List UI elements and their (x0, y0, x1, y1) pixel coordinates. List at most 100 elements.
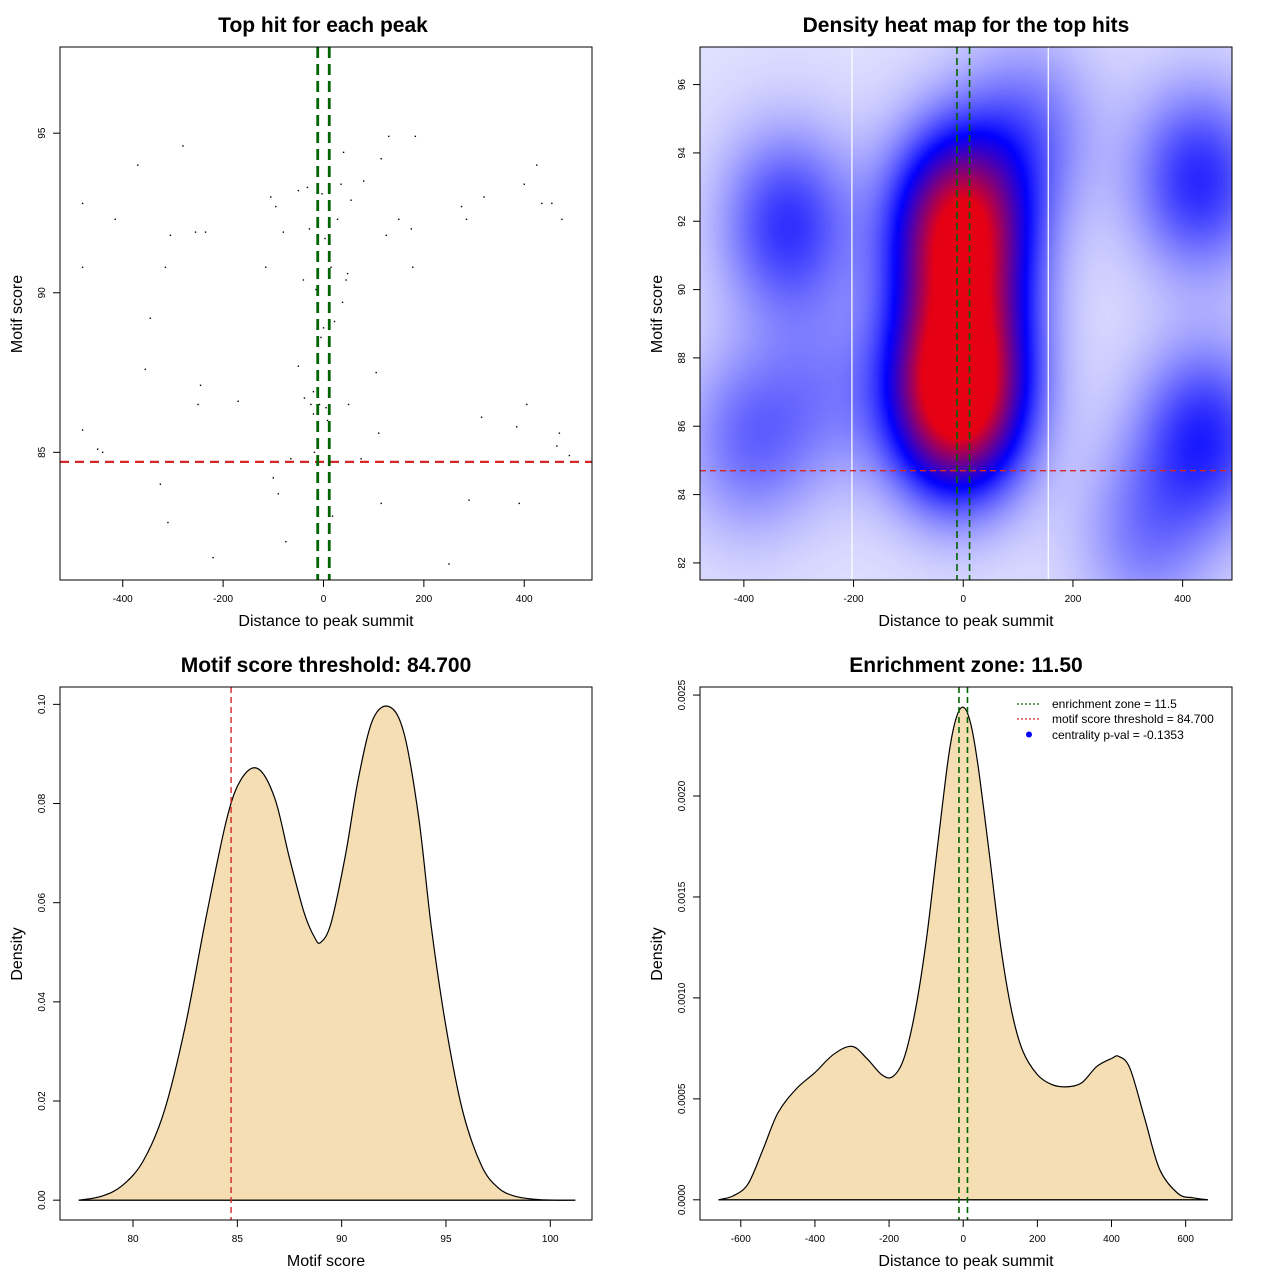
y-tick-label: 95 (37, 127, 48, 139)
scatter-point (315, 288, 317, 291)
y-tick-label: 90 (677, 284, 688, 296)
heatmap-x-label: Distance to peak summit (878, 613, 1054, 630)
scatter-point (523, 183, 525, 185)
scatter-point (326, 419, 329, 422)
x-tick-label: 0 (960, 1234, 966, 1245)
scatter-point (199, 384, 202, 387)
y-tick-label: 0.08 (37, 793, 48, 813)
heatmap-x-ticks: -400 -200 0 200 400 (734, 580, 1191, 605)
scatter-point (398, 218, 400, 221)
scatter-point (272, 477, 275, 479)
scatter-point (290, 458, 292, 460)
y-tick-label: 88 (677, 352, 688, 364)
scatter-point (558, 432, 561, 434)
heatmap-y-ticks: 82 84 86 88 90 92 94 96 (677, 79, 700, 568)
scatter-point (322, 327, 325, 329)
y-tick-label: 90 (37, 287, 48, 299)
scatter-point (346, 272, 349, 275)
scatter-point (410, 228, 413, 230)
x-tick-label: -200 (213, 594, 233, 605)
x-tick-label: 200 (1029, 1234, 1046, 1245)
scatter-point (303, 397, 306, 399)
heatmap-plot-frame (699, 46, 1233, 581)
scatter-point (275, 205, 277, 208)
scatter-point (380, 158, 382, 160)
scatter-point (114, 218, 116, 221)
x-tick-label: 85 (232, 1234, 244, 1245)
scatter-point (310, 403, 312, 406)
scatter-point (81, 202, 84, 205)
scatter-point (324, 237, 326, 240)
y-tick-label: 0.0005 (677, 1083, 688, 1114)
scatter-point (167, 521, 169, 524)
scatter-point (551, 202, 553, 205)
y-tick-label: 85 (37, 446, 48, 458)
scatter-point (460, 205, 463, 208)
scatter-point (137, 164, 139, 166)
legend-pval-label: centrality p-val = -0.1353 (1052, 728, 1184, 742)
y-tick-label: 0.0025 (677, 679, 688, 710)
scatter-point (518, 502, 520, 505)
scatter-point (362, 180, 365, 182)
scatter-point (342, 151, 345, 154)
scatter-point (297, 189, 300, 192)
score-density-x-label: Motif score (287, 1253, 365, 1270)
legend-threshold-label: motif score threshold = 84.700 (1052, 712, 1214, 726)
scatter-point (448, 563, 450, 565)
scatter-point (388, 135, 390, 138)
scatter-point (320, 336, 322, 339)
scatter-point (277, 493, 280, 495)
scatter-point (377, 432, 380, 434)
scatter-point (212, 556, 214, 559)
scatter-point (312, 390, 315, 393)
scatter-point (265, 266, 267, 268)
legend: enrichment zone = 11.5 motif score thres… (1017, 697, 1214, 742)
scatter-point (375, 371, 377, 374)
scatter-point (312, 413, 315, 415)
scatter-panel: Top hit for each peak -400 -200 0 200 400 85… (9, 14, 593, 630)
distance-density-title: Enrichment zone: 11.50 (849, 654, 1082, 677)
y-tick-label: 0.0015 (677, 881, 688, 912)
x-tick-label: 95 (440, 1234, 452, 1245)
scatter-point (285, 541, 287, 543)
scatter-x-label: Distance to peak summit (238, 613, 414, 630)
scatter-point (194, 231, 197, 233)
x-tick-label: -200 (844, 594, 864, 605)
score-density-panel: Motif score threshold: 84.700 80 85 90 95 10… (9, 654, 593, 1270)
score-density-x-ticks: 80 85 90 95 100 (127, 1220, 559, 1245)
scatter-point (144, 368, 147, 371)
y-tick-label: 0.06 (37, 893, 48, 913)
scatter-point (204, 231, 207, 233)
x-tick-label: 400 (1174, 594, 1191, 605)
scatter-point (541, 202, 543, 205)
scatter-point (282, 231, 285, 233)
scatter-point (306, 186, 309, 189)
scatter-point (308, 228, 311, 230)
scatter-y-ticks: 85 90 95 (37, 127, 60, 458)
scatter-point (336, 218, 339, 221)
scatter-point (325, 406, 327, 409)
score-density-y-label: Density (9, 927, 26, 980)
heatmap-title: Density heat map for the top hits (803, 14, 1130, 37)
y-tick-label: 96 (677, 79, 688, 91)
scatter-point (568, 454, 571, 457)
scatter-point (169, 234, 172, 237)
y-tick-label: 86 (677, 420, 688, 432)
scatter-point (468, 499, 470, 501)
score-density-y-ticks: 0.00 0.02 0.04 0.06 0.08 0.10 (37, 694, 60, 1210)
scatter-point (237, 400, 239, 402)
y-tick-label: 0.10 (37, 694, 48, 714)
y-tick-label: 84 (677, 489, 688, 501)
scatter-point (483, 196, 485, 198)
x-tick-label: 600 (1177, 1234, 1194, 1245)
score-density-title: Motif score threshold: 84.700 (181, 654, 472, 677)
scatter-point (330, 266, 332, 268)
x-tick-label: 0 (960, 594, 966, 605)
scatter-point (341, 301, 344, 304)
scatter-point (270, 196, 272, 198)
scatter-point (345, 279, 347, 281)
scatter-point (182, 145, 184, 147)
distance-density-panel: Enrichment zone: 11.50 -600 -400 -200 0 200 4… (649, 654, 1233, 1270)
scatter-point (149, 317, 152, 319)
scatter-point (385, 234, 387, 237)
